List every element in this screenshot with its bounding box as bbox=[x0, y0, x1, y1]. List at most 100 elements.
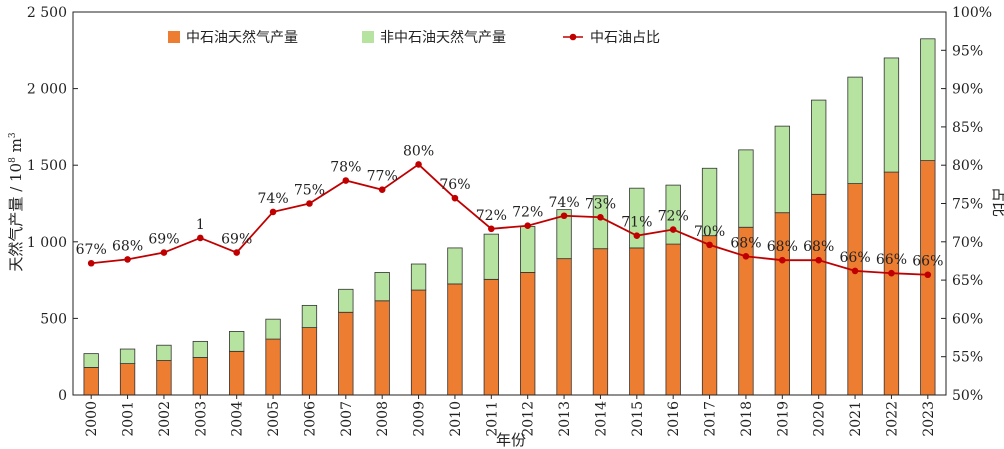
share-label-2023: 66% bbox=[912, 254, 943, 270]
bar-non-cnpc-2004 bbox=[229, 331, 245, 352]
bar-cnpc-2009 bbox=[410, 289, 427, 396]
y-right-tick-label-80: 80% bbox=[952, 158, 983, 174]
bar-non-cnpc-2008 bbox=[374, 272, 390, 302]
y-right-tick-label-95: 95% bbox=[952, 43, 983, 59]
y-left-tick-label-500: 500 bbox=[40, 311, 67, 327]
bar-cnpc-2011 bbox=[483, 278, 499, 396]
share-point-2017 bbox=[706, 241, 713, 249]
bar-cnpc-2005 bbox=[265, 338, 281, 396]
x-tick-label-2023: 2023 bbox=[921, 401, 937, 437]
share-point-2010 bbox=[451, 194, 459, 202]
y-right-tick-label-55: 55% bbox=[952, 350, 983, 366]
share-point-2022 bbox=[888, 269, 895, 277]
bar-cnpc-2012 bbox=[520, 272, 536, 396]
share-point-2007 bbox=[342, 177, 350, 184]
share-point-2020 bbox=[815, 256, 822, 264]
x-tick-label-2018: 2018 bbox=[739, 401, 755, 437]
y-left-tick-label-2500: 2 500 bbox=[27, 5, 67, 21]
x-tick-label-2013: 2013 bbox=[557, 401, 573, 437]
share-label-2004: 69% bbox=[221, 232, 252, 248]
bar-non-cnpc-2007 bbox=[338, 288, 354, 313]
share-label-2005: 74% bbox=[258, 191, 289, 207]
bar-non-cnpc-2009 bbox=[410, 263, 427, 291]
bar-cnpc-2022 bbox=[883, 171, 900, 396]
bar-cnpc-2002 bbox=[156, 360, 172, 396]
bar-cnpc-2021 bbox=[847, 183, 863, 396]
bar-cnpc-2016 bbox=[665, 243, 681, 396]
share-label-2002: 69% bbox=[148, 232, 179, 248]
bar-non-cnpc-2003 bbox=[192, 340, 208, 358]
share-label-2015: 71% bbox=[621, 215, 652, 231]
bar-non-cnpc-2000 bbox=[83, 353, 99, 368]
share-label-2014: 73% bbox=[585, 196, 616, 212]
share-point-2004 bbox=[233, 249, 240, 256]
bar-non-cnpc-2005 bbox=[265, 318, 281, 340]
bar-non-cnpc-2021 bbox=[847, 76, 863, 184]
x-tick-label-2007: 2007 bbox=[339, 401, 355, 437]
x-tick-label-2012: 2012 bbox=[521, 401, 537, 437]
share-label-2010: 76% bbox=[439, 177, 470, 193]
bar-cnpc-2004 bbox=[229, 350, 245, 396]
y-axis-title-left-exp-8: 8 bbox=[8, 157, 18, 163]
share-point-2019 bbox=[779, 256, 786, 264]
y-axis-title-left-unit: m bbox=[7, 138, 25, 157]
bar-cnpc-2018 bbox=[738, 226, 754, 396]
y-axis-title-right: 占比 bbox=[990, 187, 1004, 217]
bar-non-cnpc-2020 bbox=[811, 99, 827, 195]
y-left-tick-label-1500: 1 500 bbox=[27, 158, 67, 174]
x-axis-title: 年份 bbox=[496, 431, 526, 449]
bar-cnpc-2003 bbox=[192, 357, 208, 396]
x-tick-label-2004: 2004 bbox=[230, 401, 246, 437]
share-label-2021: 66% bbox=[840, 250, 871, 266]
y-axis-title-left-main: 天然气产量 / 10 bbox=[7, 163, 25, 272]
share-label-2022: 66% bbox=[876, 252, 907, 268]
share-point-2003 bbox=[197, 234, 204, 242]
x-tick-label-2003: 2003 bbox=[193, 401, 209, 437]
share-label-2013: 74% bbox=[549, 195, 580, 211]
bar-cnpc-2000 bbox=[83, 367, 99, 396]
legend-label-share: 中石油占比 bbox=[590, 30, 660, 46]
share-label-2011: 72% bbox=[476, 208, 507, 224]
y-right-tick-label-75: 75% bbox=[952, 197, 983, 213]
share-point-2021 bbox=[851, 267, 859, 275]
x-tick-label-2019: 2019 bbox=[775, 401, 791, 437]
share-label-2019: 68% bbox=[767, 239, 798, 255]
y-axis-title-left: 天然气产量 / 108 m3 bbox=[7, 132, 25, 271]
share-label-2006: 75% bbox=[294, 183, 325, 199]
y-left-tick-label-1000: 1 000 bbox=[27, 235, 67, 251]
share-point-2008 bbox=[378, 186, 386, 194]
legend-label-non-cnpc: 非中石油天然气产量 bbox=[380, 29, 506, 46]
x-tick-label-2005: 2005 bbox=[266, 401, 282, 437]
bar-non-cnpc-2012 bbox=[520, 226, 536, 273]
share-point-2018 bbox=[742, 253, 750, 260]
bar-cnpc-2013 bbox=[556, 258, 572, 396]
share-point-2005 bbox=[269, 208, 277, 216]
bar-cnpc-2017 bbox=[701, 235, 718, 396]
x-tick-label-2009: 2009 bbox=[412, 401, 428, 437]
y-axis-title-left-exp-3: 3 bbox=[8, 132, 18, 138]
y-right-tick-label-70: 70% bbox=[952, 235, 983, 251]
bar-cnpc-2007 bbox=[338, 311, 354, 396]
x-tick-label-2002: 2002 bbox=[157, 401, 173, 437]
share-point-2015 bbox=[633, 232, 641, 239]
x-tick-label-2017: 2017 bbox=[703, 401, 719, 437]
bar-non-cnpc-2006 bbox=[301, 304, 318, 328]
share-point-2014 bbox=[597, 213, 604, 221]
share-point-2001 bbox=[124, 256, 131, 263]
bar-cnpc-2020 bbox=[811, 193, 827, 396]
share-label-2008: 77% bbox=[367, 169, 398, 185]
bar-non-cnpc-2001 bbox=[119, 348, 136, 364]
bar-non-cnpc-2002 bbox=[156, 344, 172, 361]
legend-marker-share bbox=[569, 33, 577, 41]
bar-cnpc-2015 bbox=[629, 247, 645, 396]
bar-cnpc-2008 bbox=[374, 300, 390, 396]
x-tick-label-2016: 2016 bbox=[666, 401, 682, 437]
share-label-2001: 68% bbox=[112, 238, 143, 254]
share-point-2013 bbox=[560, 212, 568, 220]
x-tick-label-2020: 2020 bbox=[812, 401, 828, 437]
x-tick-label-2011: 2011 bbox=[484, 401, 500, 437]
y-right-tick-label-90: 90% bbox=[952, 82, 983, 98]
share-label-2012: 72% bbox=[512, 205, 543, 221]
